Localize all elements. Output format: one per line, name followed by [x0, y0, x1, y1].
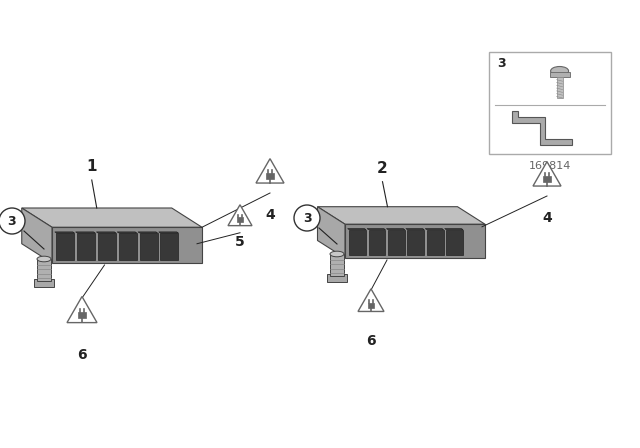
Polygon shape: [256, 159, 284, 183]
Polygon shape: [138, 232, 157, 233]
Polygon shape: [408, 230, 424, 255]
Polygon shape: [159, 232, 179, 233]
FancyBboxPatch shape: [489, 52, 611, 154]
Text: 3: 3: [8, 215, 16, 228]
Polygon shape: [76, 232, 95, 233]
Polygon shape: [78, 312, 86, 319]
Polygon shape: [388, 230, 405, 255]
Polygon shape: [348, 228, 366, 230]
Polygon shape: [228, 205, 252, 226]
Polygon shape: [427, 230, 444, 255]
FancyBboxPatch shape: [557, 77, 563, 98]
Polygon shape: [140, 233, 157, 260]
FancyBboxPatch shape: [34, 279, 54, 287]
Polygon shape: [533, 162, 561, 186]
Text: 6: 6: [77, 348, 87, 362]
Polygon shape: [367, 228, 385, 230]
Polygon shape: [266, 173, 274, 179]
Text: 1: 1: [86, 159, 97, 174]
Polygon shape: [97, 232, 116, 233]
Polygon shape: [369, 230, 385, 255]
Polygon shape: [512, 111, 572, 145]
Ellipse shape: [550, 66, 568, 76]
Polygon shape: [55, 232, 74, 233]
Polygon shape: [56, 233, 74, 260]
FancyBboxPatch shape: [37, 259, 51, 281]
Polygon shape: [425, 228, 444, 230]
Polygon shape: [77, 233, 95, 260]
Ellipse shape: [37, 256, 51, 262]
Text: 3: 3: [303, 211, 311, 224]
Polygon shape: [349, 230, 366, 255]
Text: 6: 6: [366, 334, 376, 348]
Text: 2: 2: [377, 161, 388, 176]
Polygon shape: [446, 230, 463, 255]
Polygon shape: [406, 228, 424, 230]
Polygon shape: [445, 228, 463, 230]
Polygon shape: [387, 228, 405, 230]
Polygon shape: [22, 208, 202, 227]
Polygon shape: [317, 207, 485, 224]
Polygon shape: [358, 289, 384, 311]
Polygon shape: [98, 233, 116, 260]
FancyBboxPatch shape: [330, 254, 344, 276]
FancyBboxPatch shape: [327, 274, 347, 282]
Polygon shape: [161, 233, 179, 260]
Polygon shape: [345, 224, 485, 258]
Polygon shape: [52, 227, 202, 263]
Polygon shape: [22, 208, 52, 263]
Text: 5: 5: [235, 235, 245, 249]
Polygon shape: [237, 217, 243, 222]
Text: 4: 4: [265, 208, 275, 222]
Text: 4: 4: [542, 211, 552, 225]
Polygon shape: [117, 232, 137, 233]
FancyBboxPatch shape: [550, 72, 570, 77]
Circle shape: [0, 208, 25, 234]
Polygon shape: [543, 177, 550, 182]
Polygon shape: [367, 302, 374, 308]
Polygon shape: [317, 207, 345, 258]
Ellipse shape: [330, 251, 344, 257]
Text: 169814: 169814: [529, 161, 571, 171]
Circle shape: [294, 205, 320, 231]
Polygon shape: [67, 297, 97, 323]
Text: 3: 3: [498, 56, 506, 69]
Polygon shape: [119, 233, 137, 260]
